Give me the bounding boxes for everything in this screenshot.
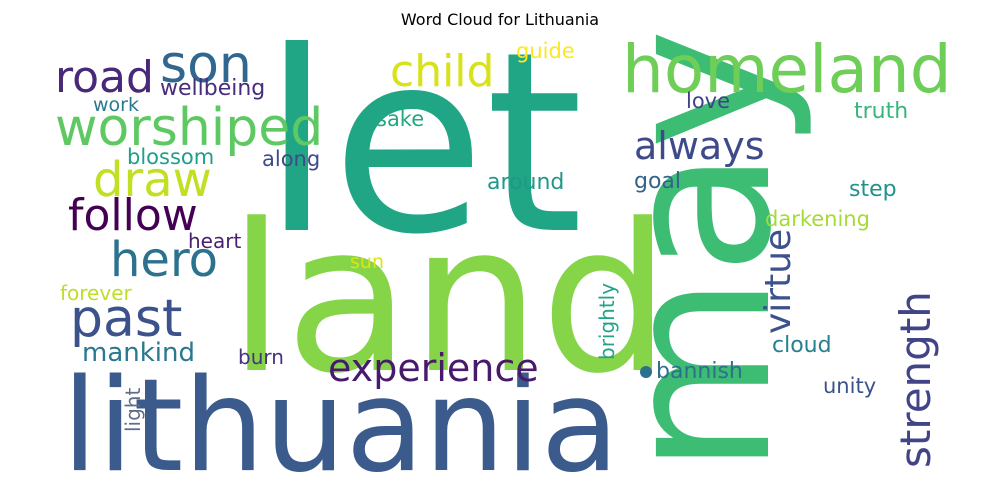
word-always: always: [634, 124, 765, 168]
word-land: land: [228, 181, 671, 419]
word-worshiped: worshiped: [55, 98, 323, 158]
word-experience: experience: [328, 346, 539, 390]
word-sake: sake: [376, 107, 424, 131]
word-child: child: [390, 46, 494, 97]
word-lithuania: lithuania: [62, 352, 619, 500]
word-past: past: [70, 289, 182, 349]
word-homeland: homeland: [622, 31, 952, 108]
word-follow: follow: [68, 190, 198, 241]
word-blossom: blossom: [127, 145, 214, 169]
word-forever: forever: [60, 281, 133, 305]
word-guide: guide: [516, 39, 575, 63]
word-light: light: [121, 388, 145, 432]
word-son: son: [160, 35, 252, 95]
word-step: step: [849, 177, 897, 202]
word-around: around: [487, 170, 564, 195]
word-strength: strength: [891, 291, 940, 468]
chart-title: Word Cloud for Lithuania: [400, 10, 600, 29]
word-darkening: darkening: [765, 207, 870, 231]
word-cloud: cloud: [772, 333, 832, 358]
dot-mark: [640, 366, 652, 378]
word-virtue: virtue: [758, 229, 799, 334]
word-truth: truth: [854, 99, 908, 124]
word-along: along: [262, 147, 320, 171]
word-wellbeing: wellbeing: [160, 76, 265, 101]
word-work: work: [93, 94, 139, 116]
word-let: let: [262, 0, 583, 289]
word-heart: heart: [188, 229, 241, 253]
word-goal: goal: [634, 169, 681, 194]
word-draw: draw: [93, 152, 212, 208]
word-brightly: brightly: [595, 283, 619, 360]
word-burn: burn: [238, 345, 284, 369]
word-hero: hero: [110, 232, 218, 288]
word-mankind: mankind: [82, 338, 195, 368]
word-sun: sun: [350, 251, 384, 273]
word-road: road: [55, 52, 154, 103]
word-love: love: [686, 89, 730, 113]
word-unity: unity: [823, 374, 876, 398]
word-may: may: [579, 28, 817, 475]
word-bannish: bannish: [656, 359, 743, 384]
